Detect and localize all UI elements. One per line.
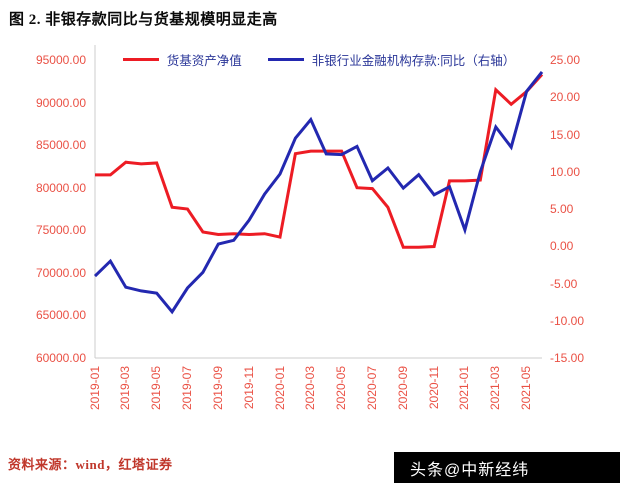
left-axis-tick: 95000.00 bbox=[35, 53, 86, 67]
left-axis-tick: 65000.00 bbox=[35, 308, 86, 323]
left-axis-tick: 80000.00 bbox=[35, 180, 86, 195]
legend-item-nonbank-deposits: 非银行业金融机构存款:同比（右轴） bbox=[267, 50, 516, 69]
legend-item-money-fund: 货基资产净值 bbox=[122, 50, 242, 69]
right-axis-tick: 10.00 bbox=[550, 164, 581, 179]
x-axis-tick: 2019-03 bbox=[118, 366, 133, 411]
left-axis-tick: 85000.00 bbox=[35, 138, 86, 153]
x-axis-tick: 2019-09 bbox=[210, 366, 225, 411]
left-axis-tick: 90000.00 bbox=[35, 95, 86, 110]
legend-label-money-fund: 货基资产净值 bbox=[166, 54, 242, 68]
watermark-text: 头条@中新经纬 bbox=[410, 461, 530, 479]
right-axis-tick: -10.00 bbox=[550, 313, 585, 328]
red-line-swatch bbox=[122, 58, 159, 61]
right-axis-tick: -15.00 bbox=[550, 351, 585, 365]
x-axis-tick: 2020-03 bbox=[303, 366, 318, 411]
chart-legend: 货基资产净值 非银行业金融机构存款:同比（右轴） bbox=[95, 50, 543, 69]
data-source-note: 资料来源：wind，红塔证券 bbox=[8, 457, 173, 472]
right-axis-tick: 15.00 bbox=[550, 127, 581, 142]
right-axis-tick: 5.00 bbox=[550, 202, 574, 216]
x-axis-tick: 2020-01 bbox=[272, 366, 287, 411]
legend-label-nonbank-deposits: 非银行业金融机构存款:同比（右轴） bbox=[311, 54, 516, 68]
x-axis-tick: 2021-01 bbox=[457, 366, 472, 411]
x-axis-tick: 2021-05 bbox=[519, 366, 534, 411]
x-axis-tick: 2020-09 bbox=[395, 366, 410, 411]
right-axis-tick: 25.00 bbox=[550, 53, 581, 67]
right-axis-tick: 20.00 bbox=[550, 90, 581, 105]
x-axis-tick: 2019-05 bbox=[149, 366, 164, 411]
right-axis-tick: 0.00 bbox=[550, 239, 574, 254]
x-axis-tick: 2020-05 bbox=[334, 366, 349, 411]
x-axis-tick: 2019-01 bbox=[87, 366, 102, 411]
right-axis-tick: -5.00 bbox=[550, 276, 578, 291]
series-line-left bbox=[95, 73, 544, 249]
x-axis-tick: 2019-11 bbox=[241, 366, 256, 410]
left-axis-tick: 70000.00 bbox=[35, 265, 86, 280]
left-axis-tick: 75000.00 bbox=[35, 223, 86, 238]
figure-title: 图 2. 非银存款同比与货基规模明显走高 bbox=[9, 12, 278, 28]
watermark-badge: 头条@中新经纬 bbox=[394, 452, 620, 483]
left-axis-tick: 60000.00 bbox=[35, 351, 86, 365]
series-line-right bbox=[93, 70, 544, 315]
x-axis-tick: 2020-11 bbox=[426, 366, 441, 410]
blue-line-swatch bbox=[267, 58, 304, 61]
x-axis-tick: 2019-07 bbox=[180, 366, 194, 411]
x-axis-tick: 2020-07 bbox=[364, 366, 379, 411]
x-axis-tick: 2021-03 bbox=[488, 366, 503, 411]
